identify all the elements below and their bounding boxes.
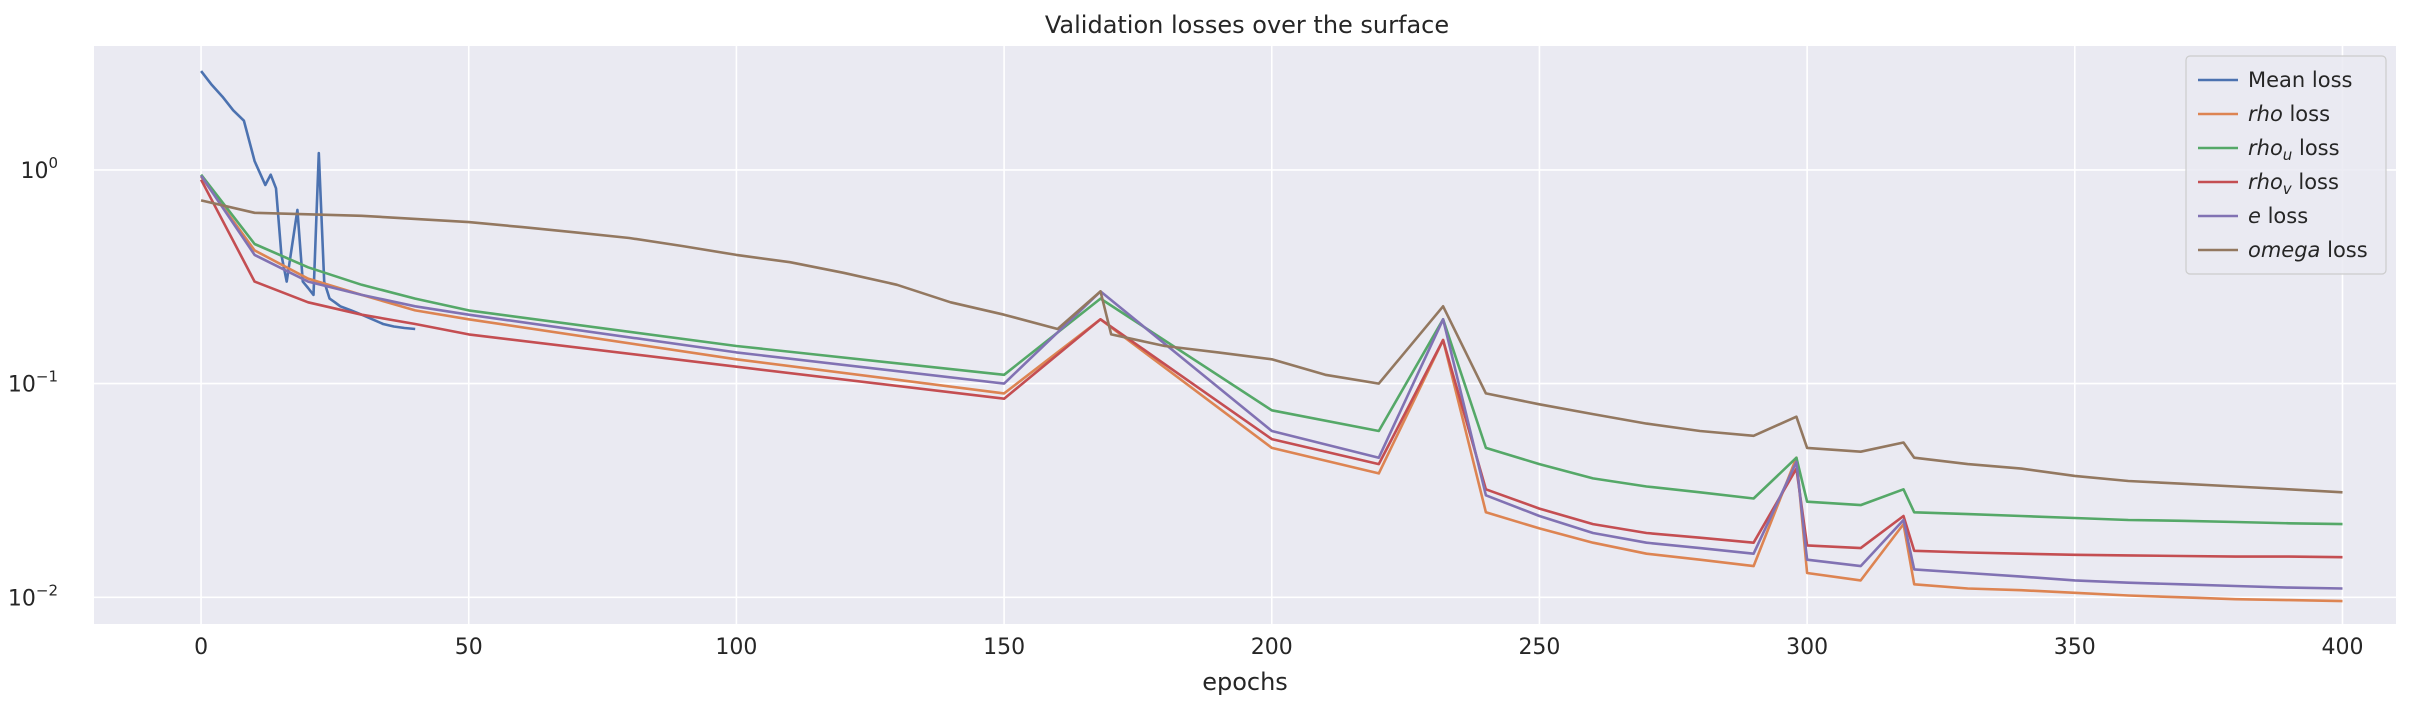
legend-box [2185,55,2387,275]
grid-lines [94,46,2396,624]
y-tick-labels: 10−2 10−1 100 [8,154,58,611]
x-tick-label: 300 [1786,635,1828,660]
x-tick-label: 350 [2054,635,2096,660]
legend-item: rho loss [2248,102,2330,126]
legend-item: rhou loss [2248,136,2340,164]
x-tick-label: 50 [455,635,483,660]
x-axis-label: epochs [1202,668,1288,696]
legend-item: rhov loss [2248,170,2339,198]
y-tick-label: 10−2 [8,581,58,611]
series-line [199,179,2343,559]
x-tick-label: 250 [1518,635,1560,660]
series-line [200,174,2343,590]
y-tick-label: 100 [20,154,58,184]
series-lines [199,70,2343,603]
series-line [200,173,2343,526]
x-tick-label: 200 [1251,635,1293,660]
legend-item: omega loss [2248,238,2368,262]
x-tick-label: 150 [983,635,1025,660]
y-tick-label: 10−1 [8,368,58,398]
x-tick-labels: 0 50 100 150 200 250 300 350 400 [194,635,2363,660]
legend: Mean loss rho loss rhou loss rhov loss e los… [2185,55,2387,275]
chart-title: Validation losses over the surface [1045,11,1449,39]
series-line [200,199,2343,494]
plot-area [94,46,2396,624]
legend-item: e loss [2248,204,2308,228]
legend-item: Mean loss [2248,68,2352,92]
x-tick-label: 100 [715,635,757,660]
series-line [200,175,2343,603]
x-tick-label: 400 [2321,635,2363,660]
series-line [200,70,416,331]
x-tick-label: 0 [194,635,208,660]
